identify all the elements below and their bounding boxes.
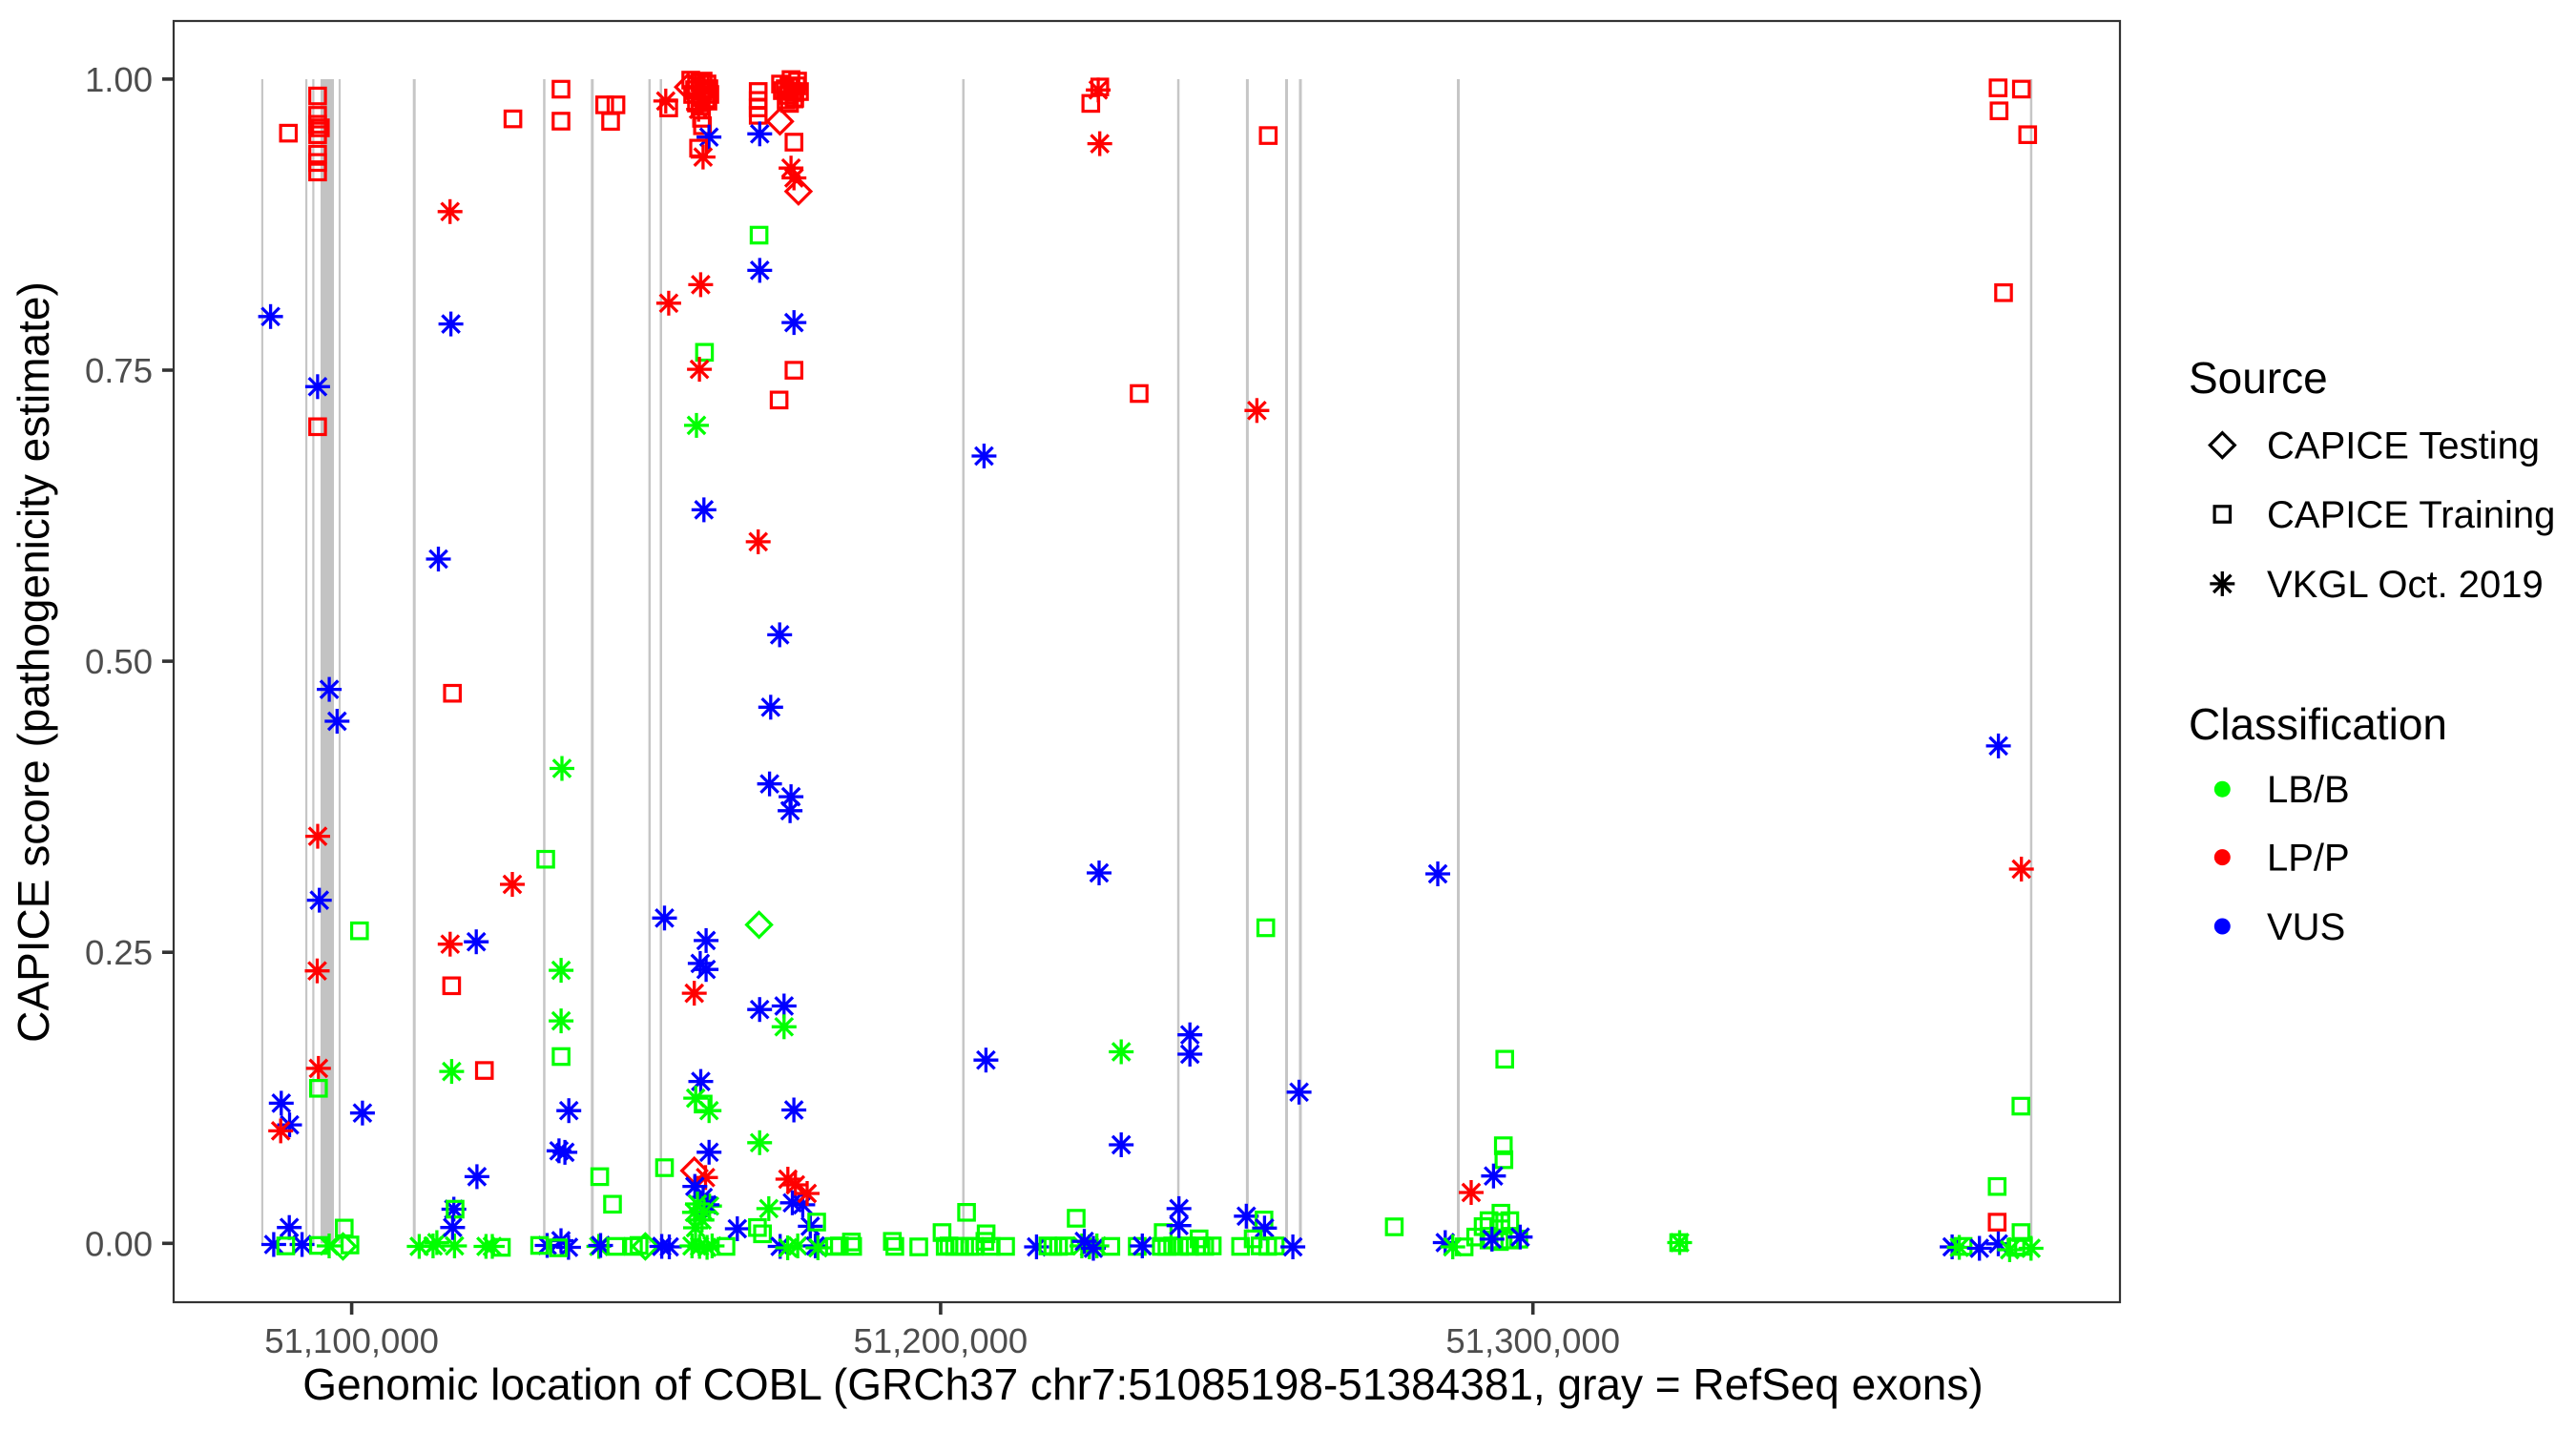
svg-text:0.75: 0.75 [85, 351, 153, 390]
svg-text:51,100,000: 51,100,000 [264, 1321, 439, 1360]
svg-text:51,200,000: 51,200,000 [854, 1321, 1028, 1360]
svg-text:0.00: 0.00 [85, 1224, 153, 1263]
svg-text:CAPICE score (pathogenicity es: CAPICE score (pathogenicity estimate) [9, 281, 58, 1043]
svg-text:Source: Source [2189, 353, 2328, 403]
svg-text:Classification: Classification [2189, 699, 2447, 749]
svg-text:VUS: VUS [2267, 906, 2345, 948]
svg-text:Genomic location of COBL (GRCh: Genomic location of COBL (GRCh37 chr7:51… [302, 1359, 1983, 1409]
svg-text:LP/P: LP/P [2267, 838, 2350, 880]
svg-text:1.00: 1.00 [85, 60, 153, 99]
svg-text:51,300,000: 51,300,000 [1445, 1321, 1620, 1360]
svg-text:CAPICE Testing: CAPICE Testing [2267, 425, 2540, 467]
svg-text:LB/B: LB/B [2267, 769, 2350, 811]
svg-text:CAPICE Training: CAPICE Training [2267, 494, 2555, 536]
svg-text:0.50: 0.50 [85, 642, 153, 681]
svg-text:0.25: 0.25 [85, 933, 153, 972]
svg-text:VKGL Oct. 2019: VKGL Oct. 2019 [2267, 564, 2544, 606]
